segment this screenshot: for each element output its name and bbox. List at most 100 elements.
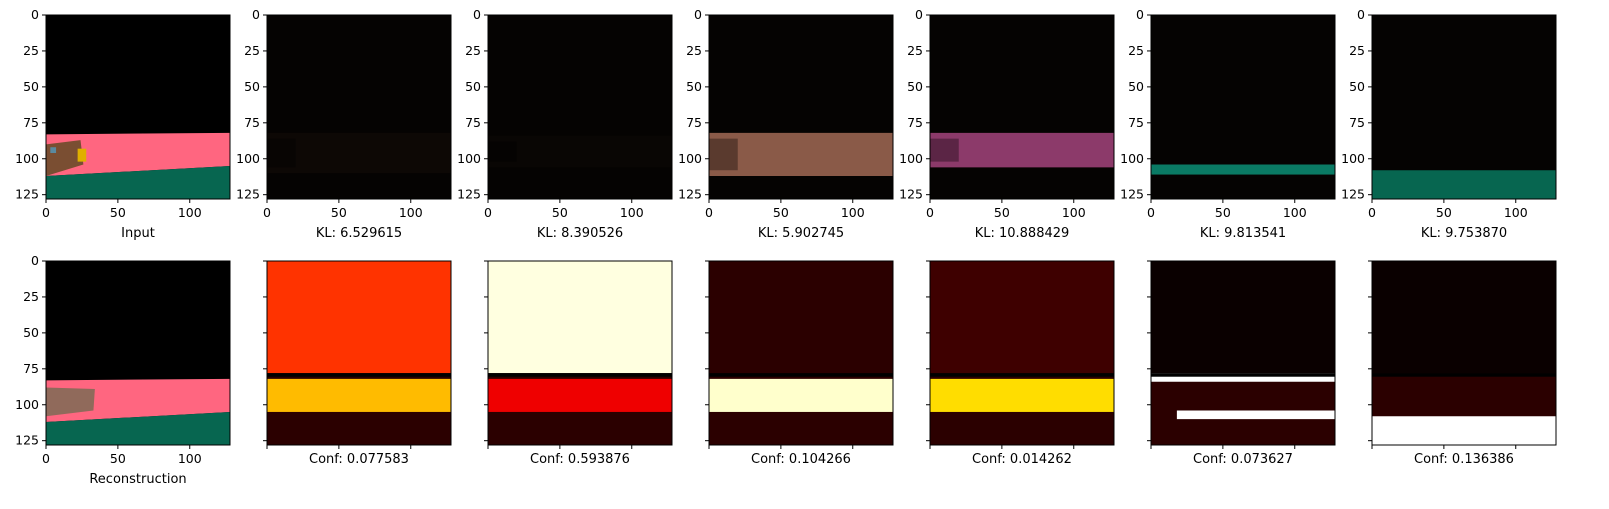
y-tick-label: 50 (1128, 79, 1144, 94)
x-tick-label: 0 (705, 205, 713, 220)
x-tick-label: 0 (42, 205, 50, 220)
axes-frame (266, 260, 452, 446)
y-tick-label: 125 (15, 433, 39, 448)
y-tick-label: 100 (15, 397, 39, 412)
conf-band (709, 378, 893, 412)
y-tick-label: 75 (23, 115, 39, 130)
x-tick-label: 100 (1283, 205, 1307, 220)
panel-caption: Conf: 0.593876 (530, 452, 630, 467)
object-region (46, 387, 95, 417)
panel-caption: Conf: 0.073627 (1193, 452, 1293, 467)
mask-shadow (930, 138, 959, 162)
x-tick-label: 50 (1215, 205, 1231, 220)
x-tick-label: 100 (620, 205, 644, 220)
floor-region (46, 411, 230, 445)
conf-top-region (709, 261, 893, 374)
y-tick-label: 0 (1357, 7, 1365, 22)
y-tick-label: 25 (244, 43, 260, 58)
y-tick-label: 25 (465, 43, 481, 58)
conf-top-region (930, 261, 1114, 374)
y-tick-label: 125 (236, 187, 260, 202)
conf-top-region (267, 261, 451, 374)
y-tick-label: 25 (907, 43, 923, 58)
object-detail (50, 147, 57, 153)
y-tick-label: 100 (678, 151, 702, 166)
y-tick-label: 0 (694, 7, 702, 22)
x-tick-label: 0 (263, 205, 271, 220)
floor-region (46, 165, 230, 199)
y-tick-label: 50 (465, 79, 481, 94)
x-tick-label: 0 (42, 451, 50, 466)
y-tick-label: 75 (686, 115, 702, 130)
x-tick-label: 50 (773, 205, 789, 220)
y-tick-label: 25 (23, 43, 39, 58)
y-tick-label: 100 (15, 151, 39, 166)
object-detail (77, 148, 87, 162)
axes-frame (487, 260, 673, 446)
mask-region (1372, 170, 1556, 199)
y-tick-label: 125 (15, 187, 39, 202)
y-tick-label: 75 (907, 115, 923, 130)
bottom-panel-6: Conf: 0.073627 (1147, 260, 1336, 467)
y-tick-label: 75 (244, 115, 260, 130)
y-tick-label: 0 (473, 7, 481, 22)
panel-caption: Input (121, 226, 155, 241)
conf-separator (930, 373, 1114, 377)
wall-region (46, 132, 230, 176)
y-tick-label: 50 (244, 79, 260, 94)
x-tick-label: 100 (1504, 205, 1528, 220)
mask-background (488, 15, 672, 199)
mask-background (267, 15, 451, 199)
x-tick-label: 50 (552, 205, 568, 220)
conf-separator (488, 373, 672, 377)
panel-caption: Conf: 0.104266 (751, 452, 851, 467)
x-tick-label: 0 (926, 205, 934, 220)
bottom-panel-4: Conf: 0.104266 (705, 260, 894, 467)
panel-caption: Conf: 0.077583 (309, 452, 409, 467)
y-tick-label: 0 (1136, 7, 1144, 22)
y-tick-label: 100 (236, 151, 260, 166)
y-tick-label: 0 (915, 7, 923, 22)
x-tick-label: 100 (178, 205, 202, 220)
y-tick-label: 50 (1349, 79, 1365, 94)
y-tick-label: 100 (457, 151, 481, 166)
axes-frame (266, 14, 452, 200)
y-tick-label: 25 (23, 289, 39, 304)
y-tick-label: 125 (1341, 187, 1365, 202)
x-tick-label: 50 (331, 205, 347, 220)
x-tick-label: 100 (1062, 205, 1086, 220)
panel-caption: KL: 6.529615 (316, 226, 402, 241)
x-tick-label: 100 (399, 205, 423, 220)
y-tick-label: 75 (465, 115, 481, 130)
y-tick-label: 25 (1349, 43, 1365, 58)
mask-region (488, 135, 672, 168)
conf-top-region (1151, 261, 1335, 374)
mask-region (267, 132, 451, 174)
y-tick-label: 100 (899, 151, 923, 166)
conf-band (1176, 410, 1335, 420)
axes-frame (45, 260, 231, 446)
conf-separator (1372, 373, 1556, 377)
panel-caption: KL: 5.902745 (758, 226, 844, 241)
y-tick-label: 25 (1128, 43, 1144, 58)
y-tick-label: 75 (1128, 115, 1144, 130)
mask-background (1372, 15, 1556, 199)
mask-region (1151, 164, 1335, 175)
y-tick-label: 125 (678, 187, 702, 202)
conf-band (488, 378, 672, 412)
bottom-panel-7: Conf: 0.136386 (1368, 260, 1557, 467)
panel-caption: KL: 9.753870 (1421, 226, 1507, 241)
x-tick-label: 0 (1368, 205, 1376, 220)
y-tick-label: 50 (907, 79, 923, 94)
bottom-panel-5: Conf: 0.014262 (926, 260, 1115, 467)
conf-separator (709, 373, 893, 377)
x-tick-label: 100 (841, 205, 865, 220)
panel-caption: KL: 10.888429 (975, 226, 1070, 241)
axes-frame (929, 260, 1115, 446)
axes-frame (1150, 260, 1336, 446)
